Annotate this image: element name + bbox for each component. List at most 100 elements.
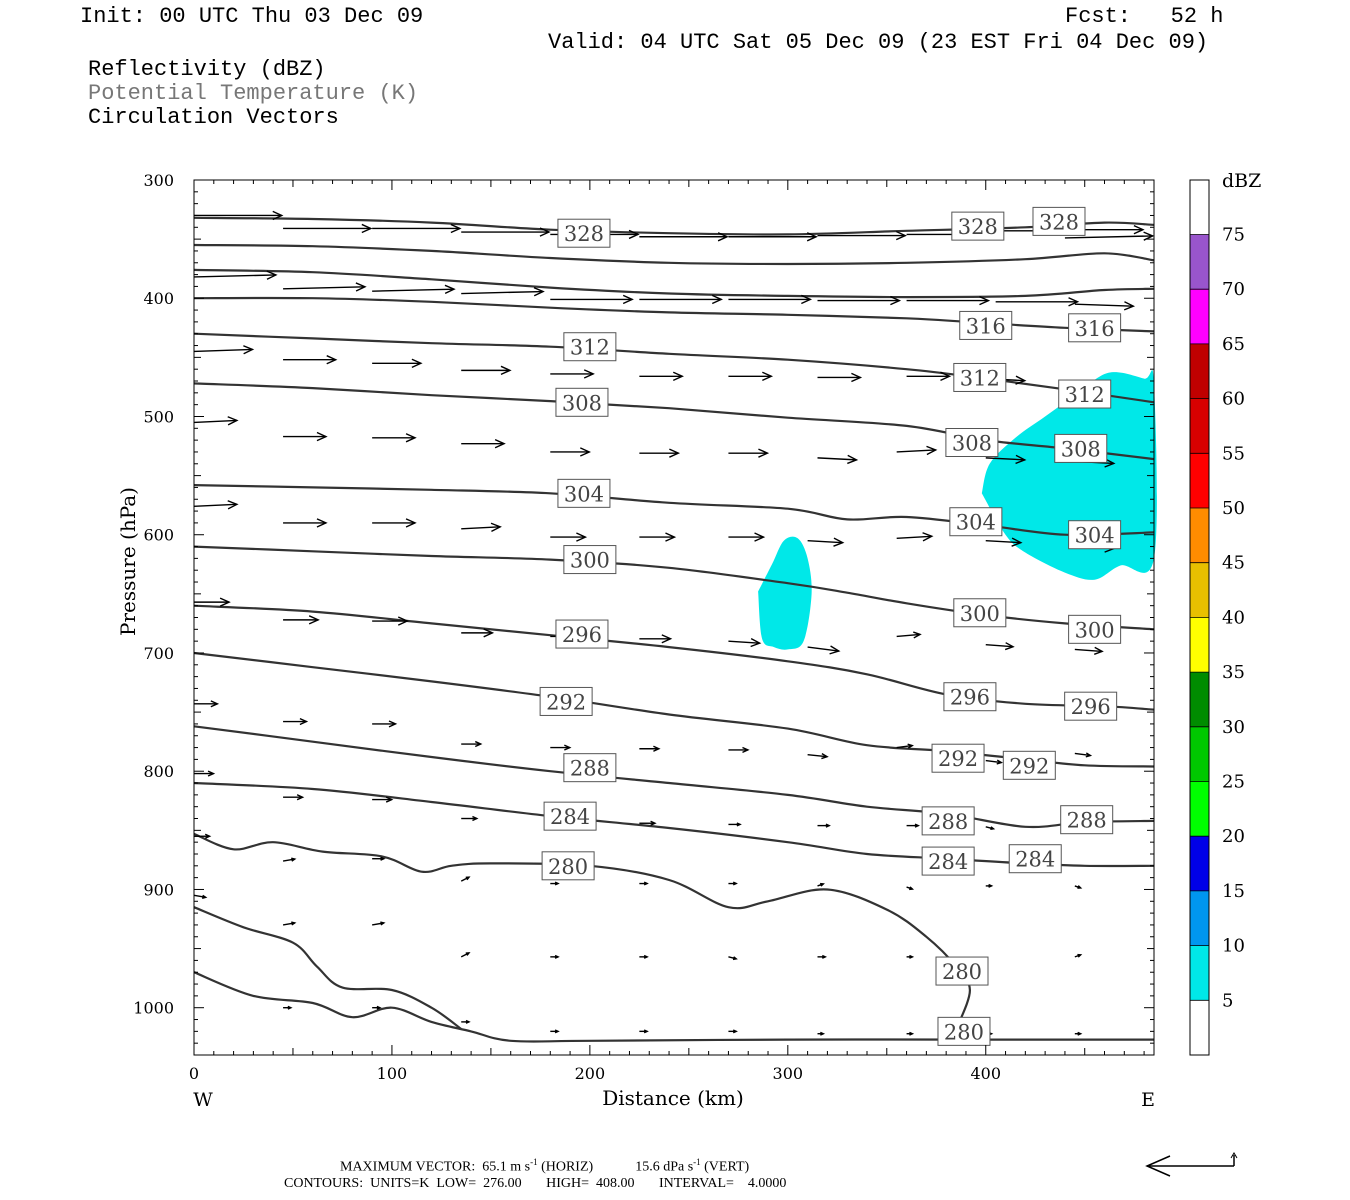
colorbar-label: 25: [1222, 772, 1245, 793]
colorbar-label: 60: [1222, 389, 1245, 410]
theta-label-text: 284: [550, 805, 590, 829]
theta-contour-292-9: [193, 651, 1155, 768]
theta-label-text: 280: [944, 1020, 984, 1044]
vector-head: [732, 956, 738, 961]
theta-contour-324-1: [193, 243, 1155, 266]
circulation-vector: [817, 295, 902, 306]
theta-contour-296-8: [193, 604, 1155, 711]
vector-shaft: [1074, 303, 1134, 307]
circulation-vector: [1074, 646, 1104, 655]
theta-label: 304: [949, 507, 1003, 537]
circulation-vector: [807, 753, 829, 760]
circulation-vector: [995, 297, 1080, 307]
theta-label: 292: [1002, 750, 1056, 780]
vector-head: [219, 597, 231, 607]
vector-head: [564, 744, 572, 751]
theta-label-text: 304: [1075, 524, 1115, 548]
vector-head: [754, 532, 766, 542]
circulation-vector: [639, 532, 677, 542]
vector-head: [576, 532, 588, 542]
vector-head: [385, 796, 394, 803]
vector-shaft: [193, 274, 276, 278]
circulation-vector: [283, 355, 338, 365]
circulation-vector: [728, 956, 738, 961]
circulation-vector: [985, 883, 994, 888]
vector-head: [405, 518, 417, 528]
x-tick-label: 0: [189, 1064, 199, 1083]
theta-label-text: 308: [562, 391, 602, 415]
vector-head: [750, 638, 762, 648]
vector-head: [207, 770, 216, 777]
colorbar-swatch: [1190, 180, 1209, 235]
circulation-vector: [283, 282, 367, 292]
colorbar-swatch: [1190, 890, 1209, 946]
theta-label-box: [563, 753, 617, 783]
theta-label-text: 328: [1039, 210, 1079, 234]
vector-head: [988, 883, 994, 888]
y-tick-label: 900: [143, 880, 174, 899]
vector-head: [762, 371, 774, 381]
circulation-vector: [460, 876, 471, 882]
vector-head: [201, 894, 208, 899]
colorbar-swatch: [1190, 234, 1209, 290]
theta-label-box: [1054, 433, 1108, 463]
circulation-vector: [639, 634, 673, 644]
vector-shaft: [817, 457, 857, 461]
max-vector-label: MAXIMUM VECTOR:: [340, 1159, 476, 1175]
circulation-vector: [639, 954, 649, 959]
theta-label-box: [555, 387, 609, 417]
vector-head: [533, 287, 545, 297]
vector-shaft: [807, 753, 828, 758]
circulation-vector: [896, 631, 922, 639]
circulation-vector: [282, 857, 297, 862]
colorbar-swatch: [1190, 836, 1209, 891]
valid-time: Valid: 04 UTC Sat 05 Dec 09 (23 EST Fri …: [548, 30, 1209, 55]
max-horiz-value: 65.1 m s: [482, 1159, 531, 1175]
theta-label-box: [953, 598, 1007, 628]
colorbar-label: 45: [1222, 553, 1245, 574]
circulation-vector: [807, 537, 845, 547]
circulation-vector: [372, 856, 386, 861]
circulation-vector: [193, 500, 239, 510]
theta-label-box: [931, 743, 985, 773]
theta-label-box: [541, 851, 595, 881]
theta-label-box: [937, 1016, 991, 1046]
theta-label-box: [943, 682, 997, 712]
theta-label-box: [543, 801, 597, 831]
circulation-vector: [372, 518, 417, 528]
circulation-vector: [639, 745, 661, 752]
theta-label-box: [1002, 750, 1056, 780]
vector-head: [355, 282, 367, 292]
circulation-vector: [728, 448, 770, 458]
theta-label: 312: [953, 362, 1007, 392]
circulation-vector: [372, 921, 386, 926]
circulation-vector: [985, 537, 1023, 547]
circulation-vector: [461, 815, 479, 822]
circulation-vector: [461, 365, 512, 376]
theta-label-box: [935, 956, 989, 986]
circulation-vector: [896, 532, 934, 542]
theta-label: 316: [1068, 313, 1122, 343]
x-tick-label: 400: [970, 1064, 1001, 1083]
circulation-vector: [728, 232, 818, 242]
circulation-vector: [283, 1005, 293, 1010]
theta-label-text: 308: [1061, 437, 1101, 461]
theta-label-box: [539, 686, 593, 716]
vector-shaft: [896, 535, 932, 539]
vector-head: [758, 448, 770, 458]
vector-head: [472, 815, 479, 822]
theta-label-box: [959, 310, 1013, 340]
theta-label-text: 300: [1075, 618, 1115, 642]
circulation-vector: [461, 227, 551, 237]
theta-label: 296: [1064, 691, 1118, 721]
vector-head: [829, 645, 841, 655]
vector-head: [465, 876, 471, 881]
vector-head: [909, 954, 915, 959]
theta-label: 300: [1068, 614, 1122, 644]
vector-head: [736, 822, 742, 827]
theta-label-text: 292: [546, 690, 586, 714]
vector-head: [554, 1029, 560, 1034]
vector-head: [296, 794, 305, 801]
vector-shaft: [193, 894, 206, 899]
circulation-vector: [639, 371, 684, 381]
